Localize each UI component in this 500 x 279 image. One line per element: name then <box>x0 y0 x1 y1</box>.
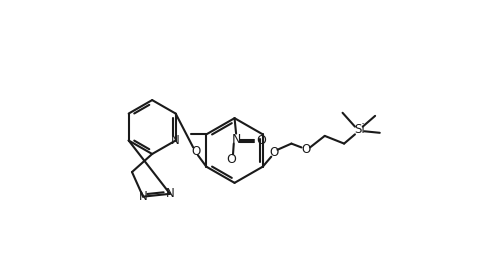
Text: O: O <box>226 153 236 166</box>
Text: N: N <box>172 134 180 147</box>
Text: N: N <box>138 190 147 203</box>
Text: O: O <box>256 134 266 147</box>
Text: O: O <box>270 146 279 159</box>
Text: O: O <box>191 145 200 158</box>
Text: Si: Si <box>354 123 365 136</box>
Text: O: O <box>302 143 311 156</box>
Text: N: N <box>166 187 174 200</box>
Text: N: N <box>232 133 241 146</box>
